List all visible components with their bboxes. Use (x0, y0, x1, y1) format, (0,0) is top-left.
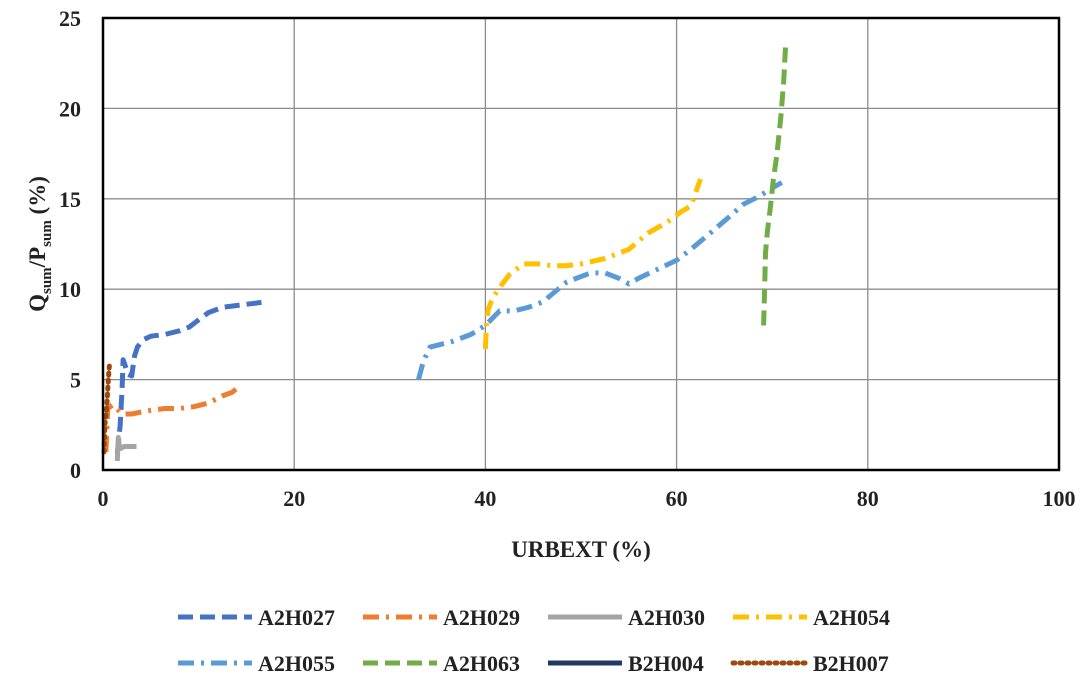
plot-area-border (101, 16, 1061, 472)
series-line-a2h063 (761, 44, 789, 326)
legend-label-a2h030: A2H030 (628, 605, 705, 630)
legend-label-a2h055: A2H055 (258, 651, 335, 676)
y-tick-label-3: 15 (59, 187, 81, 212)
series-line-a2h055 (416, 180, 784, 381)
y-axis-title-q: Q (25, 294, 50, 312)
legend-label-b2h004: B2H004 (628, 651, 704, 676)
series-line-a2h030 (114, 435, 137, 462)
y-tick-label-0: 0 (70, 458, 81, 483)
y-axis-title: Qsum/Psum (%) (25, 176, 55, 312)
x-tick-label-4: 80 (857, 486, 879, 511)
y-axis-title-unit: (%) (25, 176, 50, 220)
x-tick-label-5: 100 (1043, 486, 1076, 511)
legend-label-a2h063: A2H063 (443, 651, 520, 676)
x-tick-label-1: 20 (283, 486, 305, 511)
legend-label-a2h054: A2H054 (813, 605, 890, 630)
series-lines (101, 44, 789, 462)
series-line-a2h029 (103, 384, 241, 453)
series-line-a2h054 (482, 178, 703, 350)
y-axis-title-p-sub: sum (39, 220, 55, 247)
y-tick-label-5: 25 (59, 6, 81, 31)
x-tick-label-2: 40 (474, 486, 496, 511)
legend: A2H027 A2H029 A2H030 A2H054 A2H055 A2H063 B2H0… (178, 605, 890, 676)
legend-label-a2h027: A2H027 (258, 605, 335, 630)
y-axis-title-q-sub: sum (39, 267, 55, 294)
tick-labels: 0 20 40 60 80 100 0 5 10 15 20 25 (59, 6, 1076, 511)
y-tick-label-4: 20 (59, 96, 81, 121)
legend-label-a2h029: A2H029 (443, 605, 520, 630)
x-tick-label-0: 0 (98, 486, 109, 511)
y-tick-label-2: 10 (59, 277, 81, 302)
x-axis-title: URBEXT (%) (511, 537, 651, 562)
series-line-b2h007 (101, 359, 113, 455)
gridlines (103, 18, 1059, 470)
series-line-a2h027 (114, 299, 266, 454)
y-tick-label-1: 5 (70, 368, 81, 393)
legend-label-b2h007: B2H007 (813, 651, 889, 676)
x-tick-label-3: 60 (666, 486, 688, 511)
y-axis-title-slash: /P (25, 247, 50, 268)
